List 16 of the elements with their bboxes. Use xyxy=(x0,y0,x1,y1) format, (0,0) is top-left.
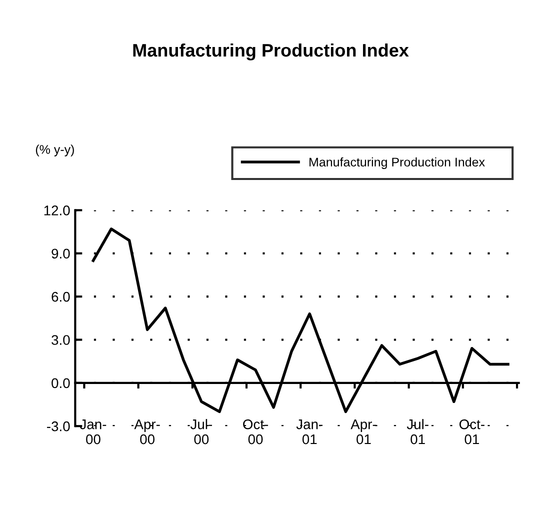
x-tick-label: Oct- 01 xyxy=(459,419,484,444)
y-tick-label: 0.0 xyxy=(52,378,70,388)
y-tick-label: -3.0 xyxy=(47,421,70,432)
y-tick-label: 9.0 xyxy=(52,248,70,259)
y-tick-label: 12.0 xyxy=(44,206,70,216)
x-tick-label: Jul- 00 xyxy=(190,419,212,444)
chart-title: Manufacturing Production Index xyxy=(133,43,409,60)
legend-label: Manufacturing Production Index xyxy=(310,157,485,170)
x-tick-label: Oct- 00 xyxy=(243,419,268,444)
x-tick-label: Apr- 00 xyxy=(134,420,160,444)
x-tick-label: Jul- 01 xyxy=(406,419,428,444)
x-tick-label: Jan- 00 xyxy=(80,420,106,444)
y-tick-label: 6.0 xyxy=(52,292,70,302)
y-tick-label: 3.0 xyxy=(52,335,70,345)
x-tick-label: Apr- 01 xyxy=(350,420,376,444)
y-axis-title: (% y-y) xyxy=(36,144,74,156)
